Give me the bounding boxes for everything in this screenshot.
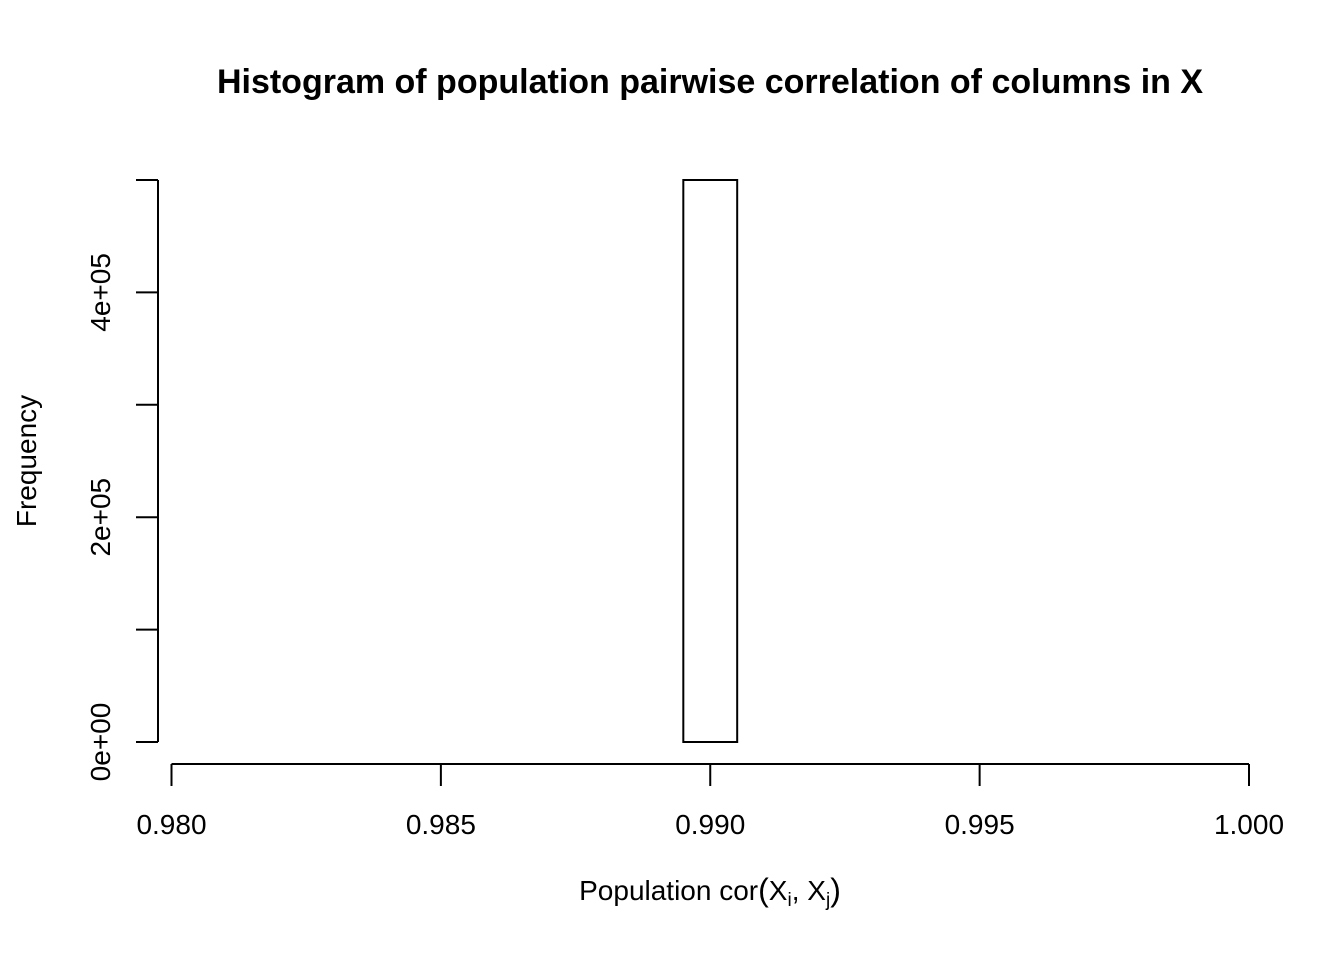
x-label-var2: X <box>807 875 826 906</box>
y-axis: 0e+00 2e+05 4e+05 <box>85 179 159 782</box>
y-tick-label-4: 4e+05 <box>85 253 116 332</box>
histogram-bar-9 <box>682 179 739 743</box>
x-label-sub2: j <box>825 890 830 911</box>
x-axis: 0.980 0.985 0.990 0.995 1.000 <box>136 763 1284 840</box>
chart-title: Histogram of population pairwise correla… <box>217 63 1203 101</box>
x-label-prefix: Population cor <box>579 875 758 906</box>
y-axis-label: Frequency <box>11 395 42 527</box>
x-tick-label-4: 1.000 <box>1214 809 1284 840</box>
x-tick-label-1: 0.985 <box>406 809 476 840</box>
x-label-sep: , <box>792 875 808 906</box>
y-tick-label-0: 0e+00 <box>85 703 116 782</box>
x-tick-label-3: 0.995 <box>945 809 1015 840</box>
x-label-sub1: i <box>787 890 791 911</box>
x-tick-label-2: 0.990 <box>675 809 745 840</box>
x-axis-label: Population cor(Xi, Xj) <box>579 872 841 911</box>
histogram-bars <box>682 179 739 743</box>
y-tick-label-2: 2e+05 <box>85 478 116 557</box>
x-label-var1: X <box>769 875 788 906</box>
x-tick-label-0: 0.980 <box>136 809 206 840</box>
